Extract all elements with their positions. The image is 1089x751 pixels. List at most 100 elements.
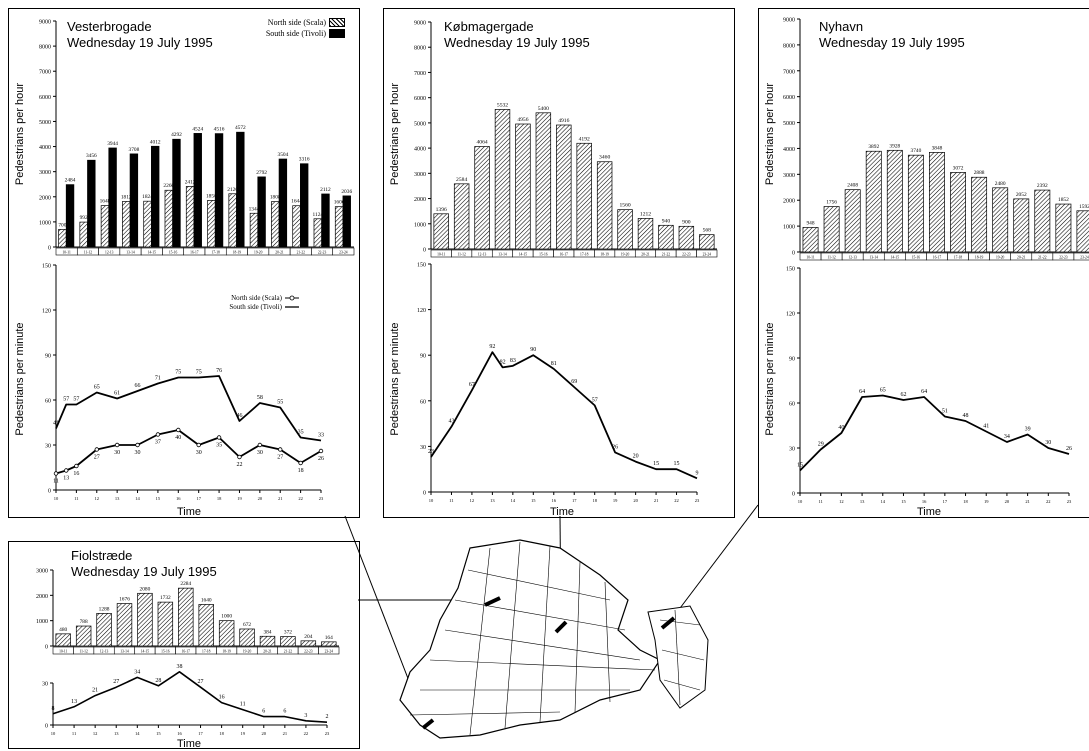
kob-hourly-bar <box>494 109 511 250</box>
fiol-minute-point-label: 11 <box>240 702 246 708</box>
fiolstraede-subtitle: Wednesday 19 July 1995 <box>71 564 217 579</box>
ny-hourly-cat-label: 10-11 <box>806 256 814 260</box>
ny-hourly-bar-label: 1852 <box>1058 197 1069 203</box>
ny-hourly-bar <box>929 152 945 253</box>
ny-minute-point-label: 64 <box>859 389 865 395</box>
map-street <box>674 609 681 706</box>
vest-hourly-bar-label: 1344 <box>249 206 260 212</box>
map-street <box>429 659 656 671</box>
fiol-hourly-y-tick-label: 3000 <box>36 569 48 575</box>
vest-minute-point <box>257 442 263 448</box>
ny-minute-x-tick-label: 18 <box>963 499 968 504</box>
vest-hourly-bar <box>151 145 160 248</box>
vest-hourly-y-tick-label: 1000 <box>39 220 51 226</box>
fiol-hourly-y-tick-label: 1000 <box>36 619 48 625</box>
vest-minute-point-label: 37 <box>155 440 161 446</box>
fiol-hourly-bar-label: 2080 <box>140 586 151 592</box>
vest-minute-point <box>176 427 181 433</box>
ny-ylabel-top: Pedestrians per hour <box>764 83 776 185</box>
fiol-hourly-cat-label: 10-11 <box>59 650 67 654</box>
fiol-minute-x-tick-label: 12 <box>93 731 98 736</box>
kob-minute-x-tick-label: 21 <box>654 498 659 503</box>
ny-hourly-cat-label: 13-14 <box>870 256 879 260</box>
kob-hourly-y-tick-label: 2000 <box>414 197 426 203</box>
vest-hourly-bar-label: 1812 <box>121 194 132 200</box>
leader-line-nyhavn <box>667 504 759 625</box>
kobmagergade-charts: 0100020003000400050006000700080009000139… <box>389 21 718 517</box>
ny-hourly-bar-label: 2408 <box>847 183 858 189</box>
vest-hourly-bar-label: 2412 <box>185 179 196 185</box>
ny-hourly-bar <box>844 189 861 253</box>
map-street <box>659 619 701 626</box>
vest-hourly-bar-label: 700 <box>58 222 66 228</box>
solid-swatch <box>329 29 345 38</box>
ny-minute-point-label: 65 <box>880 388 886 394</box>
vest-hourly-cat-label: 13-14 <box>126 251 135 255</box>
kob-hourly-y-tick-label: 3000 <box>414 172 426 178</box>
kob-xlabel: Time <box>550 506 574 517</box>
fiol-minute-y-tick-label: 30 <box>42 682 48 688</box>
vest-hourly-cat-label: 14-15 <box>148 251 157 255</box>
fiol-minute-point-label: 3 <box>304 713 307 719</box>
map-street <box>604 581 611 703</box>
vest-minute-point-label: 30 <box>196 450 202 456</box>
ny-hourly-bar <box>950 172 966 253</box>
fiol-minute-point-label: 21 <box>92 688 98 694</box>
ny-hourly-cat-label: 22-23 <box>1059 256 1068 260</box>
fiol-minute-point-label: 27 <box>198 679 204 685</box>
nyhavn-charts: 0 1000 2000 3000 4000 5000 6000 7000 8000 9000 948… <box>764 18 1089 517</box>
fiol-minute-point-label: 2 <box>326 714 329 720</box>
kob-hourly-bar-label: 4956 <box>517 117 528 123</box>
fiol-hourly-cat-label: 21-22 <box>284 650 293 654</box>
kob-hourly-y-tick-label: 6000 <box>414 96 426 102</box>
kob-hourly-cat-label: 22-23 <box>682 253 691 257</box>
fiol-minute-point-label: 16 <box>219 695 225 701</box>
hatched-swatch <box>329 18 345 27</box>
vesterbrogade-panel: Vesterbrogade Wednesday 19 July 1995 Nor… <box>8 8 360 518</box>
ny-hourly-bar <box>1034 189 1051 253</box>
fiolstraede-title-block: Fiolstræde Wednesday 19 July 1995 <box>71 548 217 580</box>
kob-hourly-y-tick-label: 0 <box>423 248 426 254</box>
ny-hourly-y-tick-label: 4000 <box>783 147 795 153</box>
vest-hourly-y-tick-label: 8000 <box>39 45 51 51</box>
ny-minute-x-tick-label: 12 <box>839 499 844 504</box>
fiol-hourly-cat-label: 12-13 <box>100 650 109 654</box>
kob-hourly-y-tick-label: 1000 <box>414 222 426 228</box>
kob-minute-x-tick-label: 13 <box>490 498 495 503</box>
kob-hourly-cat-label: 18-19 <box>600 253 609 257</box>
ny-hourly-bar <box>992 187 1009 253</box>
vest-minute-point-label: 18 <box>298 468 304 474</box>
vest-minute-x-tick-label: 18 <box>217 496 222 501</box>
fiol-minute-x-tick-label: 20 <box>262 731 267 736</box>
ny-hourly-cat-box <box>1073 252 1089 261</box>
ny-hourly-bar-label: 2480 <box>995 181 1006 187</box>
map-street <box>661 649 705 661</box>
vest-minute-point-label: 35 <box>298 430 304 436</box>
kob-minute-x-tick-label: 11 <box>449 498 453 503</box>
vest-minute-y-tick-label: 0 <box>48 489 51 495</box>
kob-minute-x-tick-label: 17 <box>572 498 577 503</box>
vest-minute-point-label: 40 <box>175 435 181 441</box>
fiol-hourly-bar-label: 2284 <box>180 581 191 587</box>
vest-ylabel-top: Pedestrians per hour <box>14 83 26 185</box>
kob-hourly-cat-label: 10-11 <box>437 253 445 257</box>
kob-hourly-bar <box>596 161 613 250</box>
kob-minute-point-label: 92 <box>489 344 495 350</box>
vest-minute-point <box>298 460 303 466</box>
vest-hourly-cat-box <box>332 247 355 256</box>
ny-hourly-bar-label: 2052 <box>1016 192 1027 198</box>
vest-minute-point-label: 71 <box>155 376 161 382</box>
vest-minute-y-tick-label: 30 <box>45 444 51 450</box>
vest-minute-point <box>237 454 242 460</box>
ny-hourly-cat-label: 11-12 <box>827 256 835 260</box>
ny-hourly-bar <box>1076 210 1089 253</box>
kob-minute-x-tick-label: 22 <box>674 498 679 503</box>
ny-minute-x-tick-label: 14 <box>881 499 886 504</box>
kob-hourly-bar-label: 1212 <box>640 211 651 217</box>
vest-minute-point-label: 22 <box>236 462 242 468</box>
ny-hourly-cat-label: 21-22 <box>1038 256 1047 260</box>
vest-minute-point <box>216 435 222 440</box>
kob-hourly-cat-label: 12-13 <box>478 253 487 257</box>
ny-minute-x-tick-label: 15 <box>901 499 906 504</box>
fiol-hourly-cat-label: 20-21 <box>263 650 272 654</box>
